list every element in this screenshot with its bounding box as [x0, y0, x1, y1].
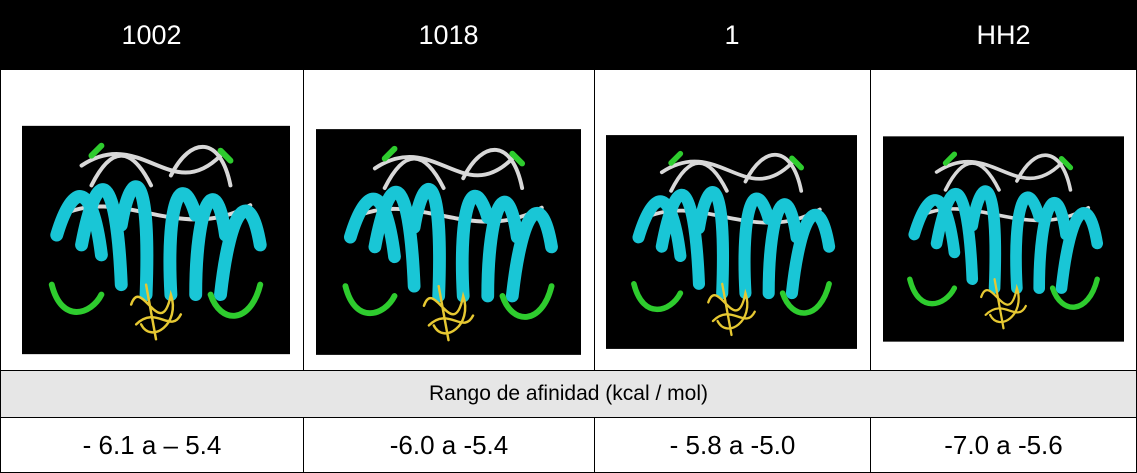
header-cell: 1: [594, 0, 870, 70]
value-cell: -6.0 a -5.4: [303, 417, 595, 473]
header-cell: HH2: [870, 0, 1137, 70]
protein-image: [606, 127, 857, 357]
header-cell: 1002: [0, 0, 303, 70]
protein-image: [883, 125, 1124, 353]
value-cell: - 6.1 a – 5.4: [0, 417, 304, 473]
protein-image: [22, 125, 290, 355]
section-label: Rango de afinidad (kcal / mol): [0, 370, 1137, 418]
protein-image: [316, 127, 581, 357]
value-cell: - 5.8 a -5.0: [594, 417, 871, 473]
value-cell: -7.0 a -5.6: [870, 417, 1137, 473]
header-cell: 1018: [303, 0, 594, 70]
